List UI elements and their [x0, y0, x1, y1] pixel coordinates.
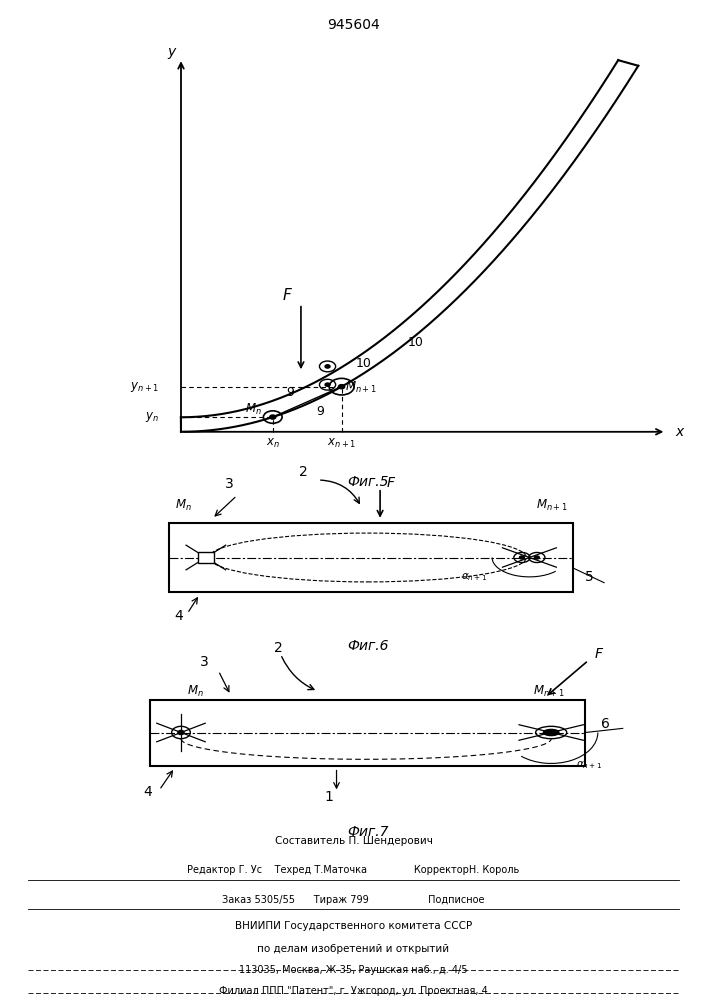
Text: 6: 6	[601, 717, 610, 731]
Text: 3: 3	[199, 656, 209, 670]
Text: по делам изобретений и открытий: по делам изобретений и открытий	[257, 944, 450, 954]
Text: $M_n$: $M_n$	[187, 684, 204, 699]
Text: Фиг.6: Фиг.6	[347, 640, 388, 654]
Text: x: x	[676, 425, 684, 439]
Circle shape	[520, 556, 525, 559]
Circle shape	[534, 556, 539, 559]
Text: 10: 10	[408, 336, 423, 349]
Text: 5: 5	[585, 570, 594, 584]
Text: 9: 9	[316, 405, 324, 418]
Text: Фиг.5: Фиг.5	[347, 475, 388, 489]
Text: $x_{n+1}$: $x_{n+1}$	[327, 437, 356, 450]
Text: 10: 10	[356, 357, 371, 370]
Bar	[168, 523, 573, 592]
Text: Составитель П. Шендерович: Составитель П. Шендерович	[274, 836, 433, 846]
Circle shape	[178, 730, 184, 735]
Text: $\alpha_{n+1}$: $\alpha_{n+1}$	[461, 571, 487, 583]
Ellipse shape	[544, 729, 559, 736]
Text: Редактор Г. Ус    Техред Т.Маточка               КорректорН. Король: Редактор Г. Ус Техред Т.Маточка Корректо…	[187, 865, 520, 875]
Text: 3: 3	[225, 477, 233, 491]
Text: 2: 2	[299, 465, 308, 479]
Text: $M_n$: $M_n$	[245, 402, 262, 417]
Text: $y_{n+1}$: $y_{n+1}$	[130, 380, 159, 394]
Text: F: F	[386, 476, 395, 490]
Text: ВНИИПИ Государственного комитета СССР: ВНИИПИ Государственного комитета СССР	[235, 921, 472, 931]
Text: 4: 4	[175, 608, 184, 622]
Text: $y_n$: $y_n$	[146, 410, 159, 424]
Bar	[198, 552, 214, 563]
Circle shape	[325, 383, 330, 386]
Text: $M_{n+1}$: $M_{n+1}$	[345, 380, 377, 395]
Text: 2: 2	[274, 641, 283, 655]
Circle shape	[325, 365, 330, 368]
Text: F: F	[595, 647, 603, 661]
Text: Филиал ППП "Патент", г. Ужгород, ул. Проектная, 4: Филиал ППП "Патент", г. Ужгород, ул. Про…	[219, 986, 488, 996]
Bar	[150, 700, 585, 766]
Text: 1: 1	[324, 790, 333, 804]
Text: $M_{n+1}$: $M_{n+1}$	[536, 498, 568, 513]
Text: Заказ 5305/55      Тираж 799                   Подписное: Заказ 5305/55 Тираж 799 Подписное	[222, 895, 485, 905]
Text: Фиг.7: Фиг.7	[347, 825, 388, 839]
Text: 9: 9	[286, 386, 294, 399]
Text: 4: 4	[144, 785, 153, 799]
Circle shape	[339, 385, 345, 389]
Text: $M_n$: $M_n$	[175, 498, 192, 513]
Circle shape	[269, 415, 276, 419]
Text: 113035, Москва, Ж-35, Раушская наб., д. 4/5: 113035, Москва, Ж-35, Раушская наб., д. …	[239, 965, 468, 975]
Text: $M_{n+1}$: $M_{n+1}$	[532, 684, 564, 699]
Text: F: F	[282, 288, 291, 303]
Text: $x_n$: $x_n$	[266, 437, 280, 450]
Text: 945604: 945604	[327, 18, 380, 32]
Text: y: y	[168, 45, 176, 59]
Text: $\alpha_{n+1}$: $\alpha_{n+1}$	[576, 760, 602, 771]
